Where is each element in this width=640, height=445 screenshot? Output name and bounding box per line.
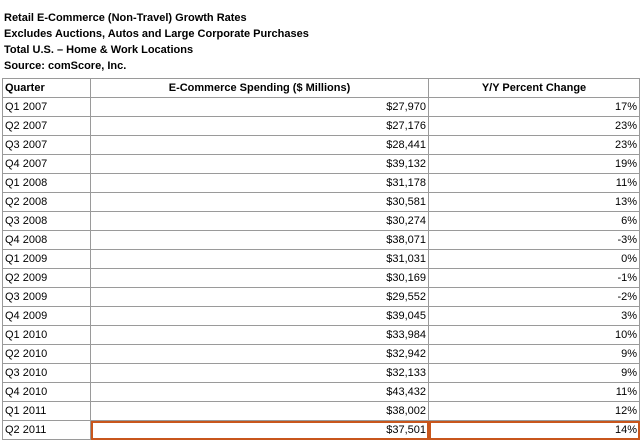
cell-yy-change: 23% bbox=[428, 135, 640, 155]
ecommerce-growth-table: Quarter E-Commerce Spending ($ Millions)… bbox=[2, 78, 640, 440]
cell-yy-change: 17% bbox=[428, 97, 640, 117]
cell-quarter: Q2 2010 bbox=[2, 344, 91, 364]
cell-spending: $38,002 bbox=[90, 401, 429, 421]
cell-quarter: Q1 2010 bbox=[2, 325, 91, 345]
cell-quarter: Q1 2009 bbox=[2, 249, 91, 269]
table-subtitle-exclusions: Excludes Auctions, Autos and Large Corpo… bbox=[4, 28, 309, 40]
cell-yy-change: 10% bbox=[428, 325, 640, 345]
table-row: Q4 2008 $38,071 -3% bbox=[2, 230, 640, 250]
cell-yy-change: 19% bbox=[428, 154, 640, 174]
table-title: Retail E-Commerce (Non-Travel) Growth Ra… bbox=[4, 12, 247, 24]
cell-yy-change: 23% bbox=[428, 116, 640, 136]
cell-yy-change: 11% bbox=[428, 382, 640, 402]
cell-spending: $32,942 bbox=[90, 344, 429, 364]
table-row: Q2 2007 $27,176 23% bbox=[2, 116, 640, 136]
table-row: Q1 2009 $31,031 0% bbox=[2, 249, 640, 269]
column-header-yy-change: Y/Y Percent Change bbox=[428, 78, 640, 98]
cell-quarter: Q3 2009 bbox=[2, 287, 91, 307]
column-header-spending: E-Commerce Spending ($ Millions) bbox=[90, 78, 429, 98]
table-row: Q4 2010 $43,432 11% bbox=[2, 382, 640, 402]
table-subtitle-scope: Total U.S. – Home & Work Locations bbox=[4, 44, 194, 56]
cell-quarter: Q3 2007 bbox=[2, 135, 91, 155]
cell-quarter: Q4 2008 bbox=[2, 230, 91, 250]
cell-quarter: Q2 2008 bbox=[2, 192, 91, 212]
cell-spending: $29,552 bbox=[90, 287, 429, 307]
cell-quarter: Q3 2010 bbox=[2, 363, 91, 383]
cell-spending: $31,031 bbox=[90, 249, 429, 269]
cell-quarter: Q4 2009 bbox=[2, 306, 91, 326]
cell-quarter: Q1 2011 bbox=[2, 401, 91, 421]
table-row: Q1 2010 $33,984 10% bbox=[2, 325, 640, 345]
cell-spending: $32,133 bbox=[90, 363, 429, 383]
cell-spending: $43,432 bbox=[90, 382, 429, 402]
cell-spending: $30,274 bbox=[90, 211, 429, 231]
cell-quarter: Q2 2009 bbox=[2, 268, 91, 288]
cell-spending: $39,045 bbox=[90, 306, 429, 326]
table-row: Q3 2009 $29,552 -2% bbox=[2, 287, 640, 307]
table-header-row: Quarter E-Commerce Spending ($ Millions)… bbox=[2, 78, 640, 98]
table-row: Q4 2009 $39,045 3% bbox=[2, 306, 640, 326]
cell-yy-change: 14% bbox=[428, 420, 640, 440]
table-row: Q2 2010 $32,942 9% bbox=[2, 344, 640, 364]
cell-yy-change: 9% bbox=[428, 363, 640, 383]
cell-spending: $28,441 bbox=[90, 135, 429, 155]
cell-spending: $33,984 bbox=[90, 325, 429, 345]
cell-quarter: Q4 2007 bbox=[2, 154, 91, 174]
cell-quarter: Q4 2010 bbox=[2, 382, 91, 402]
cell-quarter: Q3 2008 bbox=[2, 211, 91, 231]
cell-yy-change: 9% bbox=[428, 344, 640, 364]
table-row: Q2 2008 $30,581 13% bbox=[2, 192, 640, 212]
table-row: Q1 2007 $27,970 17% bbox=[2, 97, 640, 117]
table-row: Q1 2008 $31,178 11% bbox=[2, 173, 640, 193]
cell-yy-change: 0% bbox=[428, 249, 640, 269]
cell-yy-change: 3% bbox=[428, 306, 640, 326]
cell-spending: $27,176 bbox=[90, 116, 429, 136]
cell-yy-change: -3% bbox=[428, 230, 640, 250]
cell-yy-change: -2% bbox=[428, 287, 640, 307]
table-row: Q3 2008 $30,274 6% bbox=[2, 211, 640, 231]
table-body: Q1 2007 $27,970 17% Q2 2007 $27,176 23% Q3 200… bbox=[2, 97, 640, 440]
cell-spending: $39,132 bbox=[90, 154, 429, 174]
cell-yy-change: 13% bbox=[428, 192, 640, 212]
cell-spending: $31,178 bbox=[90, 173, 429, 193]
cell-quarter: Q1 2007 bbox=[2, 97, 91, 117]
cell-quarter: Q1 2008 bbox=[2, 173, 91, 193]
table-header-block: Retail E-Commerce (Non-Travel) Growth Ra… bbox=[4, 10, 309, 74]
table-row: Q4 2007 $39,132 19% bbox=[2, 154, 640, 174]
cell-spending: $30,581 bbox=[90, 192, 429, 212]
table-row: Q3 2010 $32,133 9% bbox=[2, 363, 640, 383]
table-row: Q3 2007 $28,441 23% bbox=[2, 135, 640, 155]
cell-spending: $30,169 bbox=[90, 268, 429, 288]
cell-spending: $27,970 bbox=[90, 97, 429, 117]
cell-yy-change: 6% bbox=[428, 211, 640, 231]
cell-quarter: Q2 2011 bbox=[2, 420, 91, 440]
table-row: Q1 2011 $38,002 12% bbox=[2, 401, 640, 421]
column-header-quarter: Quarter bbox=[2, 78, 91, 98]
table-row: Q2 2011 $37,501 14% bbox=[2, 420, 640, 440]
cell-yy-change: 11% bbox=[428, 173, 640, 193]
table-row: Q2 2009 $30,169 -1% bbox=[2, 268, 640, 288]
cell-yy-change: -1% bbox=[428, 268, 640, 288]
table-source: Source: comScore, Inc. bbox=[4, 60, 127, 72]
cell-spending: $37,501 bbox=[90, 420, 429, 440]
cell-yy-change: 12% bbox=[428, 401, 640, 421]
cell-spending: $38,071 bbox=[90, 230, 429, 250]
cell-quarter: Q2 2007 bbox=[2, 116, 91, 136]
